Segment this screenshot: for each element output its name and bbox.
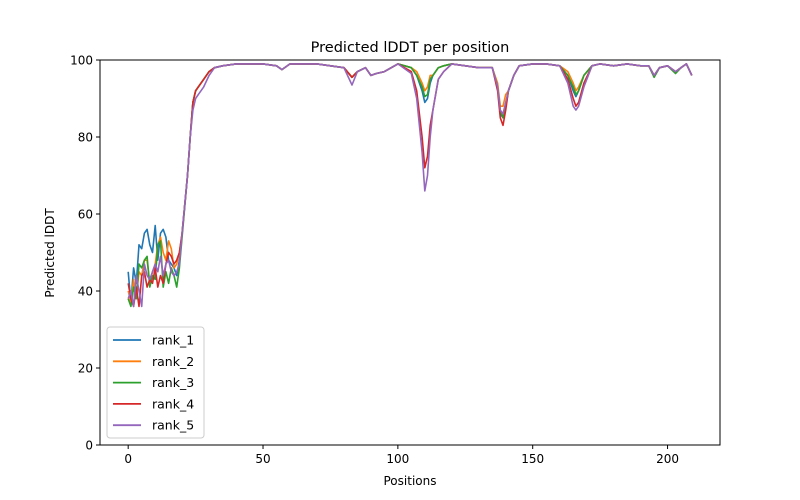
legend-label-rank_2: rank_2 (152, 354, 194, 369)
y-tick-label: 20 (78, 362, 93, 376)
legend-label-rank_3: rank_3 (152, 375, 194, 390)
series-line-rank_5 (127, 63, 693, 308)
y-tick-label: 40 (78, 285, 93, 299)
x-tick-label: 50 (255, 452, 270, 466)
y-tick-label: 80 (78, 131, 93, 145)
y-tick-label: 100 (70, 54, 93, 68)
y-axis-ticks: 0 20 40 60 80 100 (70, 54, 100, 453)
x-tick-label: 200 (656, 452, 679, 466)
x-tick-label: 0 (124, 452, 132, 466)
x-axis-label: Positions (384, 474, 437, 488)
series-line-rank_2 (127, 63, 693, 304)
legend-label-rank_5: rank_5 (152, 418, 194, 433)
series-line-rank_1 (127, 63, 693, 304)
y-tick-label: 60 (78, 208, 93, 222)
legend-label-rank_1: rank_1 (152, 333, 194, 348)
legend-box (106, 326, 205, 439)
series-line-rank_4 (127, 63, 693, 308)
legend-label-rank_4: rank_4 (152, 396, 194, 411)
chart-title: Predicted lDDT per position (311, 40, 510, 56)
x-tick-label: 150 (521, 452, 544, 466)
x-tick-label: 100 (386, 452, 409, 466)
y-axis-label: Predicted lDDT (43, 208, 57, 298)
x-axis-ticks: 0 50 100 150 200 (124, 445, 679, 466)
series-line-rank_3 (127, 63, 693, 308)
legend: rank_1 rank_2 rank_3 rank_4 rank_5 (106, 326, 205, 439)
y-tick-label: 0 (85, 439, 93, 453)
series-lines (127, 63, 693, 308)
plot-frame (99, 59, 721, 446)
